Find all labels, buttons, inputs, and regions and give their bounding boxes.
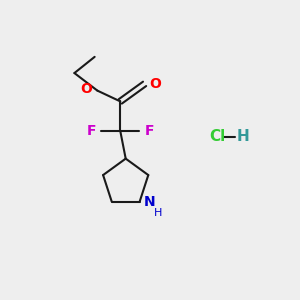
Text: H: H: [154, 208, 162, 218]
Text: O: O: [149, 77, 161, 91]
Text: N: N: [144, 195, 155, 208]
Text: F: F: [86, 124, 96, 138]
Text: F: F: [145, 124, 154, 138]
Text: H: H: [236, 129, 249, 144]
Text: Cl: Cl: [209, 129, 226, 144]
Text: O: O: [81, 82, 92, 96]
